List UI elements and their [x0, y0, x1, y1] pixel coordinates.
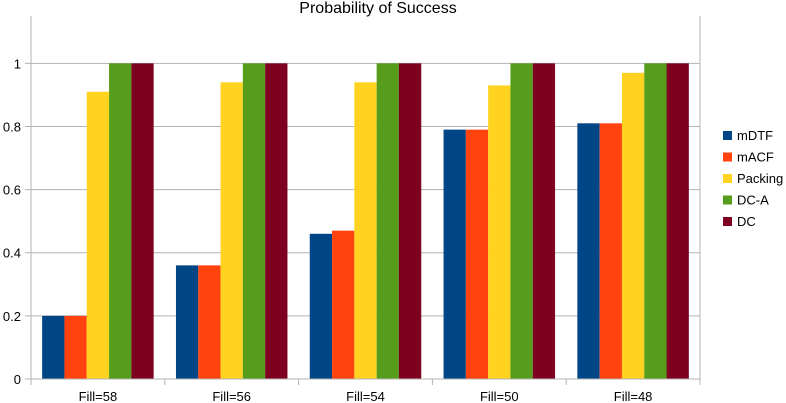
legend-label: mACF [737, 150, 774, 165]
y-tick-label: 0 [14, 372, 21, 387]
y-tick-label: 0.2 [3, 309, 21, 324]
bar-macf [332, 230, 355, 379]
legend-swatch [723, 152, 732, 162]
bar-mdtf [42, 315, 65, 379]
legend-swatch [723, 195, 732, 205]
bar-dc-a [644, 63, 667, 379]
bar-packing [621, 72, 645, 380]
y-tick-label: 0.4 [3, 246, 21, 261]
bar-packing [354, 82, 377, 379]
bar-packing [86, 91, 110, 379]
y-tick-label: 0.6 [3, 183, 21, 198]
x-tick-label: Fill=50 [480, 389, 519, 403]
legend-label: DC-A [737, 193, 769, 208]
bar-packing [220, 82, 243, 379]
legend-swatch [723, 217, 732, 226]
legend: mDTF mACF Packing DC-A DC [723, 128, 783, 229]
x-tick-label: Fill=56 [212, 389, 251, 403]
legend-label: DC [737, 214, 756, 229]
y-tick-label: 1 [14, 56, 21, 71]
bar-mdtf [443, 129, 466, 379]
y-tick-label: 0.8 [3, 119, 21, 134]
bar-dc [265, 63, 288, 379]
bar-dc [131, 63, 154, 379]
bar-dc-a [376, 63, 399, 379]
bar-macf [599, 123, 622, 379]
legend-label: mDTF [737, 128, 773, 143]
legend-swatch [723, 174, 732, 183]
x-tick-label: Fill=58 [79, 389, 118, 403]
bar-dc-a [510, 63, 533, 379]
chart-title: Probability of Success [299, 0, 456, 17]
axes: 0 0.2 0.4 0.6 0.8 1 Fill=58 Fill=56 Fill=54 Fill=… [3, 16, 701, 403]
bar-packing [488, 85, 511, 379]
legend-label: Packing [737, 171, 783, 186]
bar-mdtf [309, 233, 333, 379]
legend-swatch [723, 131, 732, 140]
bar-dc [398, 63, 422, 379]
x-tick-label: Fill=54 [346, 389, 385, 403]
bar-mdtf [577, 123, 600, 379]
bar-macf [198, 265, 221, 379]
bar-macf [64, 315, 87, 379]
bar-dc-a [242, 63, 266, 379]
bar-dc-a [109, 63, 132, 379]
bars-group [42, 63, 689, 380]
bar-dc [532, 63, 556, 379]
bar-dc [666, 63, 689, 379]
bar-macf [465, 129, 489, 379]
x-tick-label: Fill=48 [614, 389, 653, 403]
bar-mdtf [175, 265, 199, 379]
